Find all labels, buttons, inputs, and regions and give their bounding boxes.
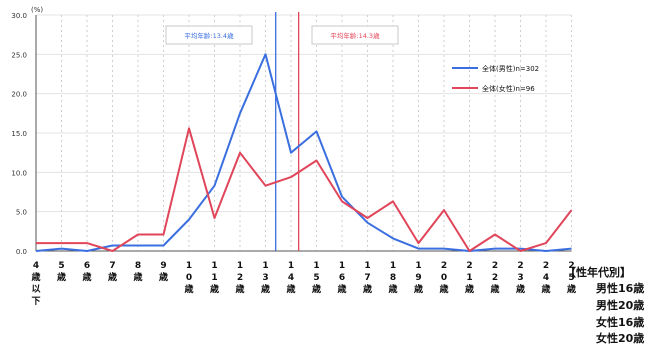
mean-age-label: 平均年齢:14.3歳 — [330, 31, 380, 40]
x-tick-label: 4 歳以下 — [30, 261, 40, 307]
y-tick-label: 0.0 — [16, 248, 27, 256]
segment-note-line: 女性20歳 — [596, 332, 645, 345]
segment-note-line: 男性16歳 — [596, 282, 645, 295]
y-axis-label: (%) — [31, 6, 43, 14]
y-tick-label: 30.0 — [11, 12, 27, 20]
y-tick-label: 25.0 — [11, 51, 27, 59]
mean-age-box — [165, 25, 253, 45]
series-line — [36, 127, 573, 252]
mean-age-box — [311, 25, 399, 45]
y-tick-label: 10.0 — [11, 169, 27, 177]
segment-note-line: 女性16歳 — [596, 316, 645, 329]
legend-label: 全体(男性)n=302 — [482, 64, 539, 73]
y-tick-label: 20.0 — [11, 91, 27, 99]
series-line — [35, 53, 572, 252]
legend-label: 全体(女性)n=96 — [482, 84, 535, 93]
y-tick-label: 5.0 — [16, 209, 27, 217]
segment-note-title: 【性年代別】 — [565, 266, 631, 279]
segment-note-line: 男性20歳 — [596, 299, 645, 312]
mean-age-label: 平均年齢:13.4歳 — [184, 31, 234, 40]
y-tick-label: 15.0 — [11, 130, 27, 138]
